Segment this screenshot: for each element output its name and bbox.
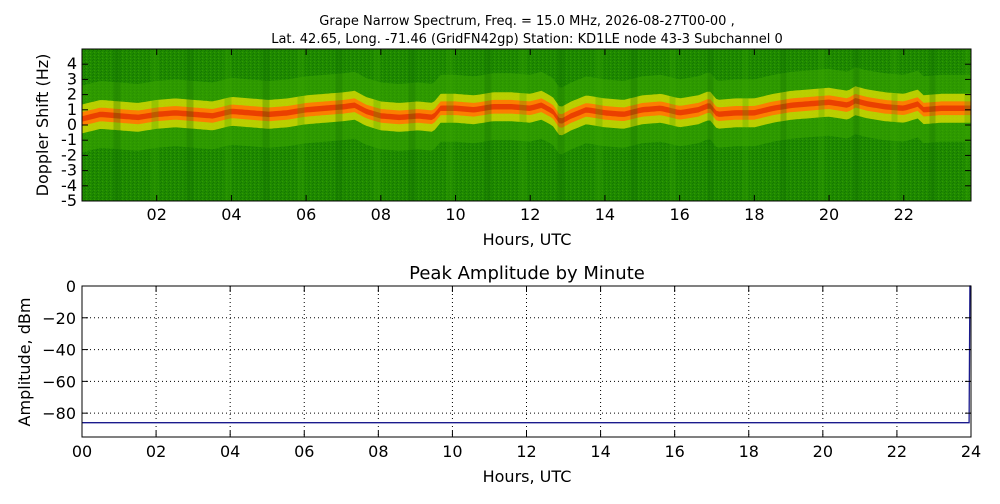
amplitude-y-tick-label: −80 <box>42 404 76 423</box>
amplitude-panel: Peak Amplitude by Minute 00 02 04 06 08 10 12 1… <box>15 263 981 486</box>
amplitude-y-label: Amplitude, dBm <box>15 298 34 427</box>
amplitude-series-line <box>82 285 971 424</box>
amplitude-x-ticks: 00 02 04 06 08 10 12 14 16 18 20 22 24 <box>72 286 981 461</box>
spectrogram-x-tick-label: 18 <box>744 205 764 224</box>
amplitude-plot-area <box>82 286 971 437</box>
amplitude-x-tick-label: 14 <box>590 442 610 461</box>
spectrogram-x-tick-label: 16 <box>669 205 689 224</box>
amplitude-series <box>82 285 971 424</box>
spectrogram-x-tick-label: 22 <box>894 205 914 224</box>
spectrogram-y-label: Doppler Shift (Hz) <box>33 54 52 197</box>
amplitude-y-tick-label: −40 <box>42 341 76 360</box>
amplitude-x-tick-label: 24 <box>961 442 981 461</box>
spectrogram-y-tick-label: -4 <box>61 176 77 195</box>
amplitude-x-tick-label: 02 <box>146 442 166 461</box>
amplitude-x-tick-label: 06 <box>294 442 314 461</box>
amplitude-x-tick-label: 20 <box>813 442 833 461</box>
amplitude-x-tick-label: 16 <box>664 442 684 461</box>
amplitude-x-tick-label: 04 <box>220 442 240 461</box>
spectrogram-y-tick-label: -2 <box>61 145 77 164</box>
amplitude-x-tick-label: 12 <box>516 442 536 461</box>
amplitude-x-tick-label: 00 <box>72 442 92 461</box>
amplitude-y-tick-label: −20 <box>42 309 76 328</box>
amplitude-x-tick-label: 18 <box>739 442 759 461</box>
spectrogram-orange-band <box>82 93 971 128</box>
spectrogram-y-tick-label: 2 <box>67 85 77 104</box>
amplitude-y-tick-label: −60 <box>42 372 76 391</box>
spectrogram-x-tick-label: 20 <box>819 205 839 224</box>
spectrogram-x-tick-label: 08 <box>371 205 391 224</box>
spectrogram-y-tick-label: -1 <box>61 130 77 149</box>
spectrogram-x-tick-label: 12 <box>520 205 540 224</box>
amplitude-x-label: Hours, UTC <box>483 467 572 486</box>
spectrogram-x-tick-label: 14 <box>595 205 615 224</box>
figure-title-line1: Grape Narrow Spectrum, Freq. = 15.0 MHz,… <box>319 14 734 29</box>
spectrogram-x-label: Hours, UTC <box>483 230 572 249</box>
amplitude-title: Peak Amplitude by Minute <box>409 263 645 284</box>
spectrogram-x-tick-label: 10 <box>445 205 465 224</box>
spectrogram-y-tick-label: 1 <box>67 100 77 119</box>
spectrogram-y-tick-label: -5 <box>61 191 77 210</box>
spectrogram-y-tick-label: 0 <box>67 115 77 134</box>
spectrogram-x-tick-label: 04 <box>221 205 241 224</box>
spectrogram-x-tick-label: 02 <box>147 205 167 224</box>
spectrogram-x-tick-label: 06 <box>296 205 316 224</box>
amplitude-x-tick-label: 08 <box>368 442 388 461</box>
spectrogram-y-tick-label: -3 <box>61 161 77 180</box>
spectrogram-y-tick-label: 3 <box>67 69 77 88</box>
amplitude-y-ticks: 0 −20 −40 −60 −80 <box>42 277 971 423</box>
amplitude-x-tick-label: 10 <box>442 442 462 461</box>
amplitude-x-tick-label: 22 <box>887 442 907 461</box>
amplitude-y-tick-label: 0 <box>66 277 76 296</box>
figure-title-line2: Lat. 42.65, Long. -71.46 (GridFN42gp) St… <box>271 32 783 47</box>
spectrogram-y-tick-label: 4 <box>67 54 77 73</box>
spectrogram-x-ticks: 02 04 06 08 10 12 14 16 18 20 22 <box>147 49 914 224</box>
